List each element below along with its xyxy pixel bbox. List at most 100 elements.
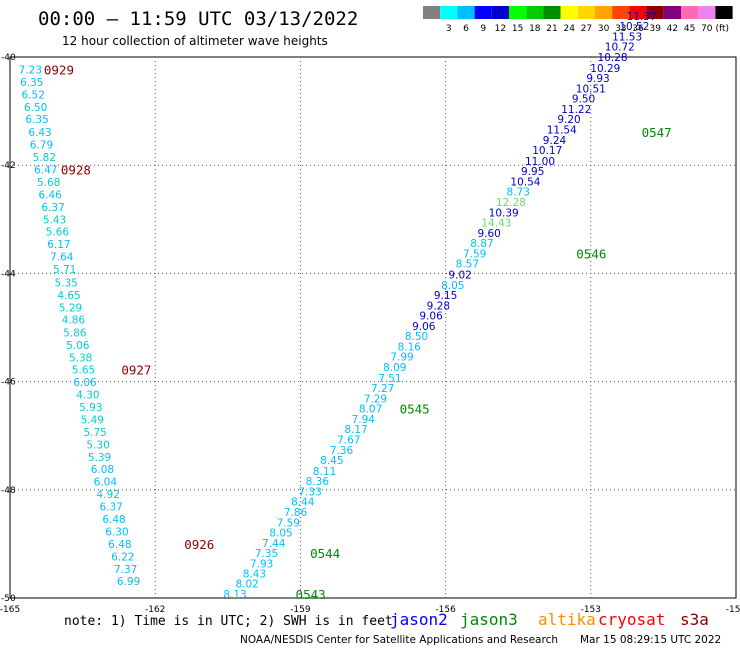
legend-swatch [646, 6, 664, 19]
footer-timestamp: Mar 15 08:29:15 UTC 2022 [580, 634, 721, 646]
legend-swatch [491, 6, 509, 19]
wave-height-value: 6.17 [47, 239, 70, 251]
legend-swatch [715, 6, 733, 19]
wave-height-value: 9.60 [477, 228, 500, 240]
wave-height-value: 8.13 [223, 589, 246, 601]
wave-height-value: 6.35 [25, 114, 48, 126]
wave-height-value: 11.54 [547, 124, 577, 136]
wave-height-value: 10.54 [510, 176, 540, 188]
wave-height-value: 7.44 [262, 538, 286, 550]
wave-height-value: 8.17 [344, 424, 367, 436]
wave-height-value: 4.86 [62, 314, 86, 326]
legend-unit: (ft) [715, 24, 729, 34]
wave-height-value: 8.57 [456, 259, 479, 271]
wave-height-value: 7.94 [352, 414, 376, 426]
wave-height-value: 4.92 [97, 489, 120, 501]
wave-height-value: 5.35 [54, 278, 77, 290]
plot-frame [9, 56, 737, 599]
wave-height-value: 5.43 [43, 214, 66, 226]
wave-height-value: 7.86 [284, 507, 308, 519]
pass-time-label: 0543 [296, 587, 326, 602]
wave-height-value: 11.53 [612, 31, 642, 43]
legend-label: 9 [480, 24, 486, 34]
wave-height-value: 8.07 [359, 404, 382, 416]
satellite-jason3: jason3 [460, 610, 518, 629]
pass-time-label: 0926 [184, 537, 214, 552]
wave-height-value: 8.73 [507, 187, 530, 199]
wave-height-value: 5.75 [83, 427, 106, 439]
wave-height-value: 8.02 [235, 578, 258, 590]
satellite-altika: altika [538, 610, 596, 629]
wave-height-value: 6.30 [105, 526, 128, 538]
wave-height-value: 8.87 [470, 238, 493, 250]
legend-label: 30 [598, 24, 610, 34]
data-points: 7.236.356.526.506.356.436.795.826.475.68… [19, 11, 657, 601]
wave-height-value: 7.29 [364, 393, 387, 405]
wave-height-value: 5.86 [63, 327, 87, 339]
pass-time-label: 0928 [61, 163, 91, 178]
wave-height-value: 5.65 [72, 365, 95, 377]
y-tick-label: -46 [1, 378, 16, 388]
wave-height-value: 7.36 [330, 445, 354, 457]
legend-label: 6 [463, 24, 469, 34]
wave-height-value: 6.46 [38, 189, 62, 201]
legend-swatch [681, 6, 699, 19]
wave-height-value: 5.29 [59, 302, 82, 314]
wave-height-value: 9.20 [557, 114, 580, 126]
wave-height-value: 11.37 [627, 11, 657, 23]
wave-height-value: 8.11 [313, 466, 336, 478]
satellite-legend: jason2 jason3 altika cryosat s3a [390, 610, 709, 629]
wave-height-value: 5.38 [69, 352, 92, 364]
wave-height-value: 7.99 [390, 352, 413, 364]
satellite-s3a: s3a [680, 610, 709, 629]
wave-height-value: 6.48 [102, 514, 125, 526]
x-tick-label: -159 [290, 605, 311, 615]
wave-height-value: 7.93 [250, 558, 273, 570]
legend-swatch [440, 6, 458, 19]
wave-height-value: 6.08 [91, 464, 114, 476]
legend-label: 42 [667, 24, 678, 34]
chart-title: 00:00 – 11:59 UTC 03/13/2022 [38, 8, 358, 30]
x-tick-label: -162 [145, 605, 165, 615]
wave-height-value: 6.79 [30, 140, 53, 152]
wave-height-value: 8.05 [441, 280, 464, 292]
wave-height-value: 9.15 [434, 290, 457, 302]
legend-swatch [595, 6, 613, 19]
y-tick-label: -50 [1, 594, 16, 604]
grid-lines [10, 57, 736, 598]
wave-height-value: 8.05 [269, 528, 292, 540]
legend-label: 36 [632, 24, 644, 34]
legend-label: 15 [512, 24, 523, 34]
legend-label: 18 [529, 24, 541, 34]
legend-swatch [526, 6, 544, 19]
wave-height-value: 5.71 [53, 264, 76, 276]
wave-height-value: 7.67 [337, 434, 360, 446]
wave-height-value: 7.59 [277, 517, 300, 529]
wave-height-value: 4.65 [57, 290, 80, 302]
y-tick-label: -48 [1, 486, 16, 496]
wave-height-value: 10.29 [590, 63, 620, 75]
legend-label: 70 [701, 24, 713, 34]
pass-time-label: 0547 [642, 125, 672, 140]
wave-height-value: 8.36 [306, 476, 330, 488]
legend-label: 3 [446, 24, 452, 34]
legend-label: 39 [649, 24, 661, 34]
wave-height-value: 7.33 [298, 486, 321, 498]
wave-height-value: 9.50 [572, 94, 595, 106]
wave-height-value: 9.06 [412, 321, 436, 333]
x-tick-label: -153 [581, 605, 601, 615]
wave-height-value: 7.27 [371, 383, 394, 395]
wave-height-value: 8.44 [291, 497, 315, 509]
wave-height-value: 8.43 [243, 569, 266, 581]
wave-height-value: 6.06 [73, 377, 97, 389]
pass-time-label: 0929 [44, 62, 74, 77]
wave-height-value: 9.06 [419, 311, 443, 323]
wave-height-value: 6.43 [28, 127, 51, 139]
legend-label: 45 [684, 24, 695, 34]
wave-height-value: 6.37 [99, 502, 122, 514]
wave-height-value: 6.04 [94, 477, 118, 489]
x-tick-label: -165 [0, 605, 20, 615]
wave-height-value: 6.35 [20, 77, 43, 89]
legend-label: 21 [546, 24, 557, 34]
satellite-jason2: jason2 [390, 610, 448, 629]
